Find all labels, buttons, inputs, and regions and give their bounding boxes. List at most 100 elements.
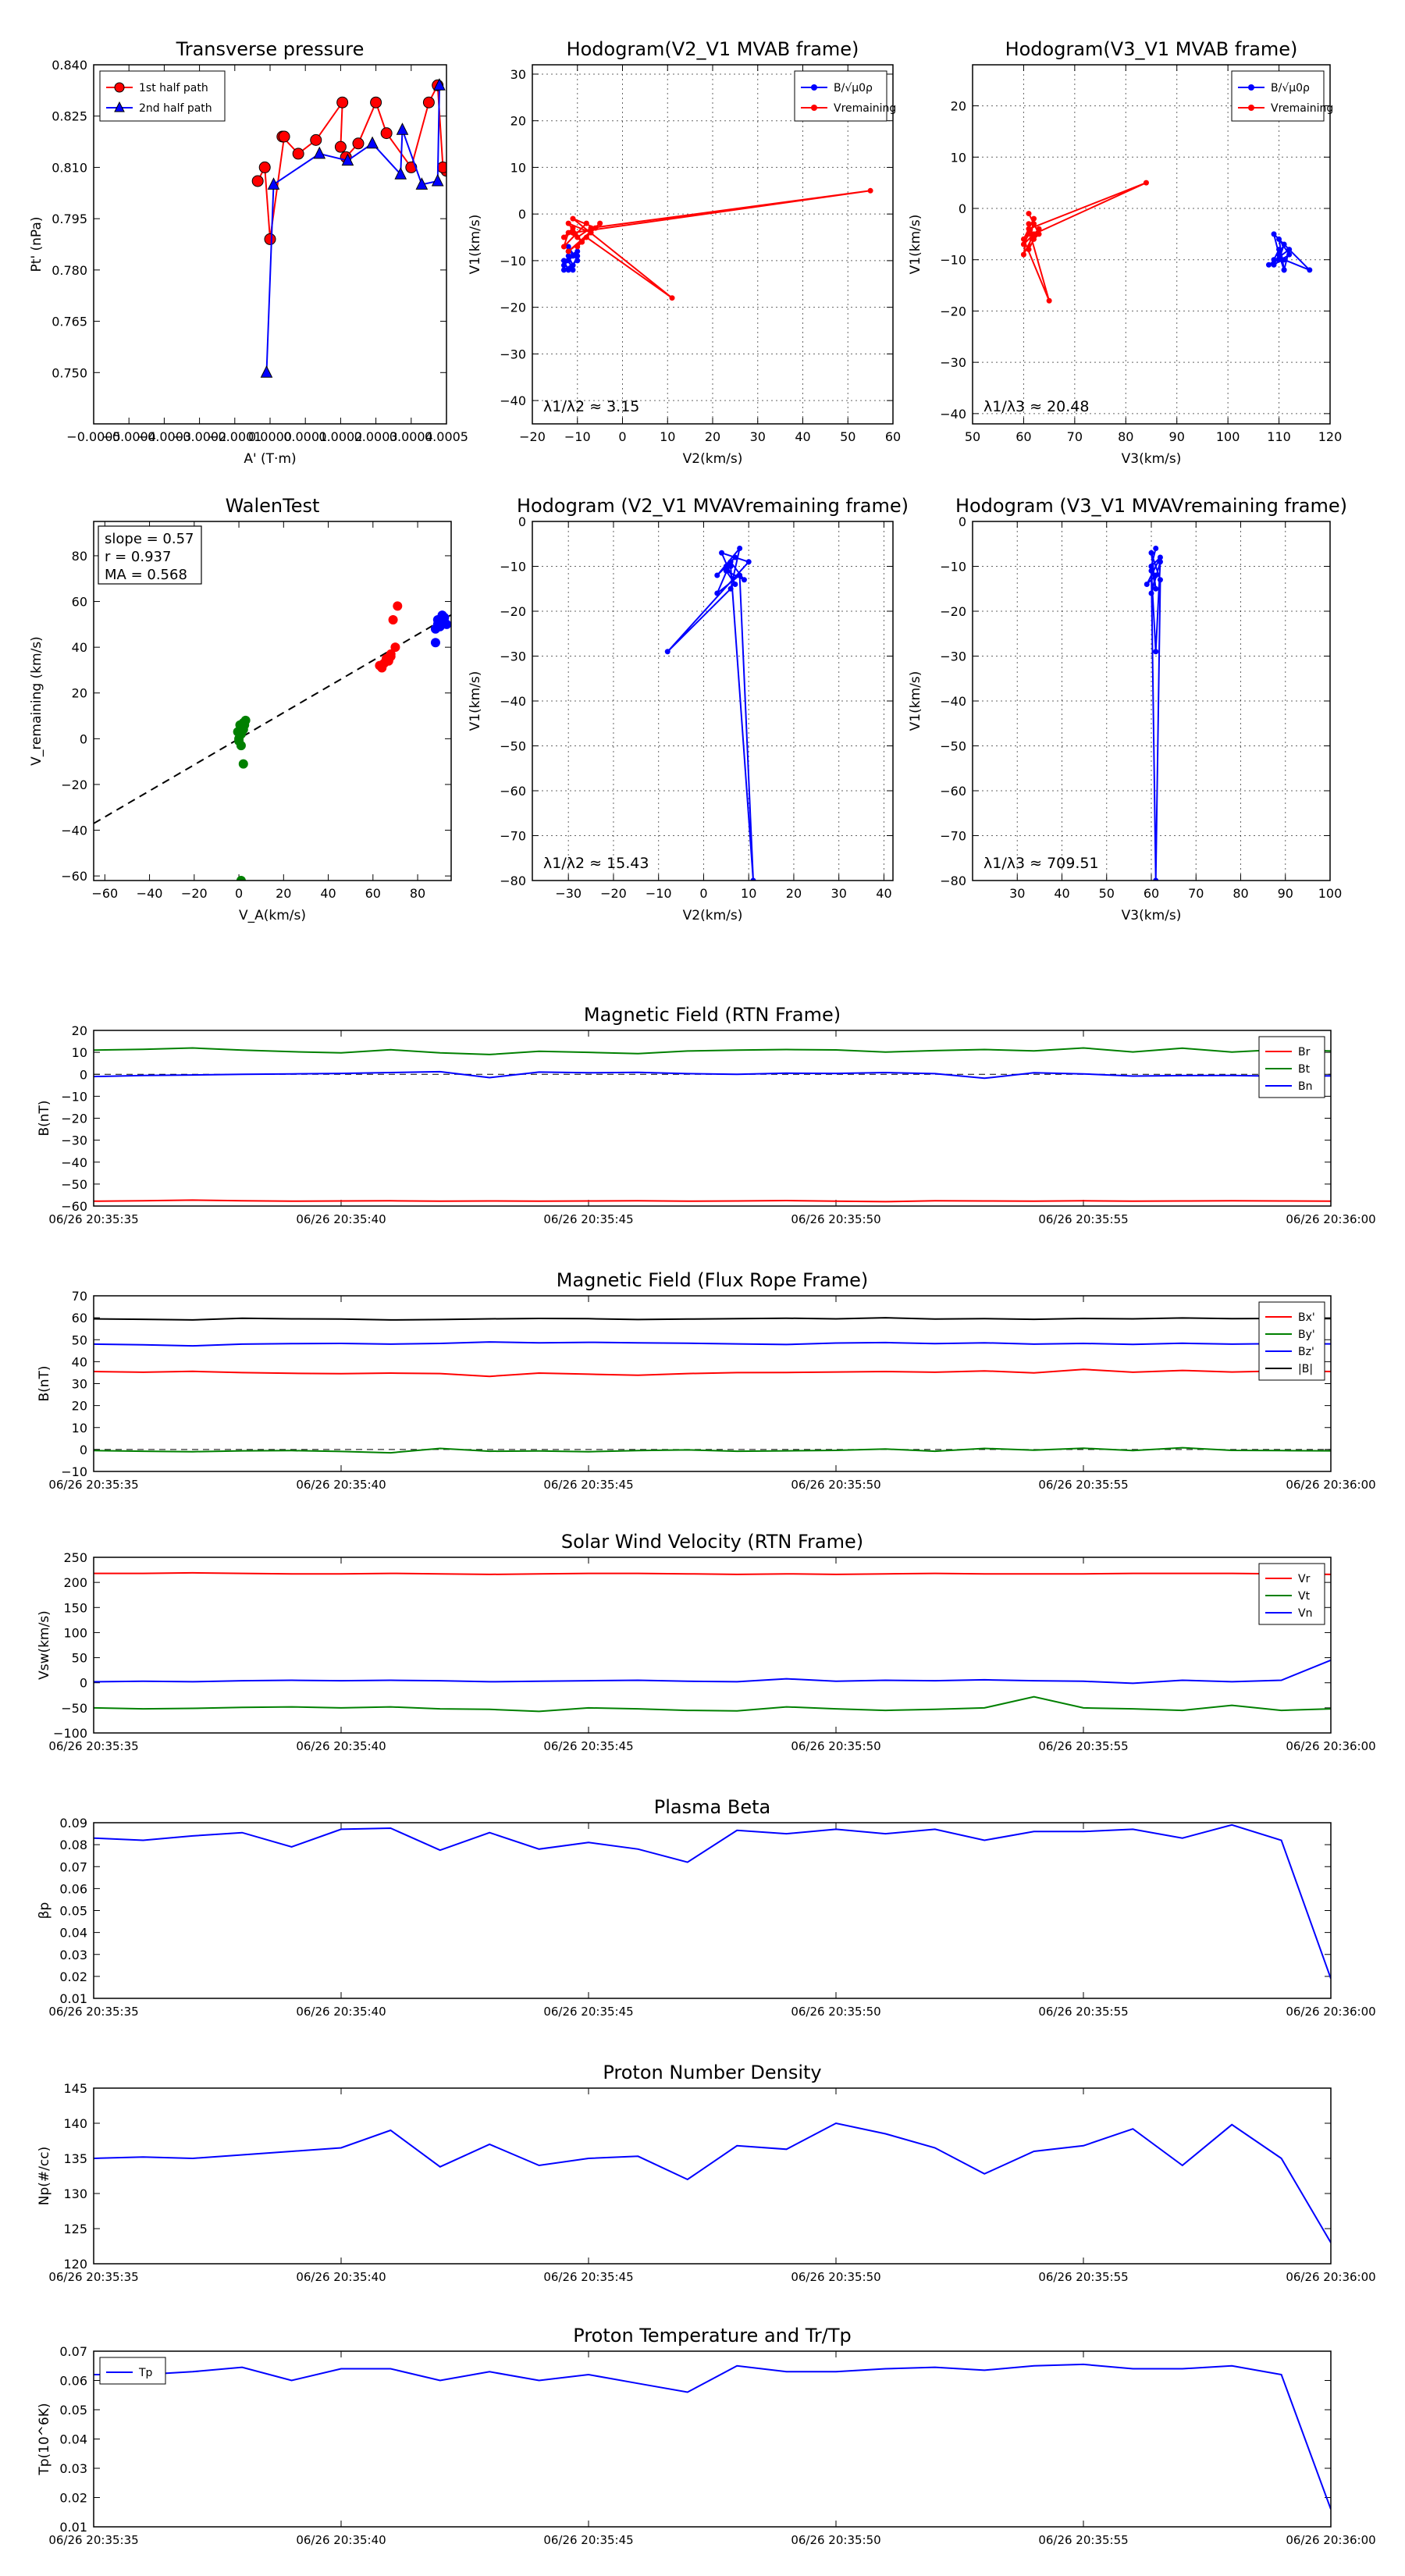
x-tick-label: 06/26 20:35:35 xyxy=(48,2270,138,2284)
data-point xyxy=(727,564,734,569)
x-tick-label: −10 xyxy=(646,886,672,901)
fit-line xyxy=(94,614,451,824)
series-group xyxy=(560,187,873,301)
x-tick-label: −30 xyxy=(555,886,582,901)
x-tick-label: 06/26 20:36:00 xyxy=(1286,1478,1375,1492)
plot-frame xyxy=(93,521,452,881)
x-tick-label: −0.0002 xyxy=(173,429,226,444)
chart-title: Hodogram(V2_V1 MVAB frame) xyxy=(567,38,859,60)
x-tick-label: 50 xyxy=(1099,886,1115,901)
chart-title: Transverse pressure xyxy=(176,38,365,60)
y-tick-label: 0 xyxy=(959,514,966,529)
x-tick-label: 06/26 20:35:55 xyxy=(1038,2270,1128,2284)
y-tick-label: 0.07 xyxy=(59,1859,87,1874)
data-point xyxy=(260,365,273,378)
legend-label: Br xyxy=(1298,1046,1311,1059)
x-tick-label: 90 xyxy=(1169,429,1185,444)
legend-box xyxy=(794,70,887,122)
x-tick-label: 80 xyxy=(1118,429,1133,444)
x-tick-label: 0 xyxy=(618,429,626,444)
y-tick-label: 80 xyxy=(72,549,87,564)
series-group xyxy=(94,1317,1331,1454)
y-tick-label: 0.09 xyxy=(59,1816,87,1831)
y-tick-label: 20 xyxy=(72,686,87,701)
y-tick-label: 0.03 xyxy=(59,2461,87,2476)
plot-frame xyxy=(93,1295,1332,1472)
data-point xyxy=(393,601,403,611)
legend-label: Vremaining xyxy=(834,102,896,115)
x-tick-label: 06/26 20:35:40 xyxy=(296,1212,386,1226)
y-axis-label: B(nT) xyxy=(37,1100,52,1136)
y-axis-label: V1(km/s) xyxy=(908,671,923,731)
panel-1: −20 −10 0 10 20 30 40 50 60 −40 −30 −20 −10 0 10 20 30 Ho… xyxy=(468,38,901,467)
legend-label: Tp xyxy=(138,2367,153,2379)
data-point xyxy=(745,559,752,565)
data-point xyxy=(439,617,450,627)
x-tick-label: 06/26 20:35:35 xyxy=(48,1212,138,1226)
legend-marker xyxy=(1248,84,1254,91)
legend-marker xyxy=(811,105,817,111)
data-point xyxy=(574,244,581,250)
data-point xyxy=(1036,226,1042,232)
y-tick-label: −30 xyxy=(61,1133,87,1148)
data-point xyxy=(292,148,304,160)
data-point xyxy=(1026,221,1032,227)
data-point xyxy=(867,187,873,194)
y-tick-label: 0 xyxy=(80,1676,87,1691)
x-tick-label: 100 xyxy=(1216,429,1240,444)
legend-marker xyxy=(114,101,125,112)
x-tick-label: 10 xyxy=(660,429,675,444)
legend-label: Bx' xyxy=(1298,1311,1315,1324)
data-point xyxy=(714,590,720,596)
data-point xyxy=(1286,251,1293,258)
x-tick-label: 100 xyxy=(1318,886,1343,901)
y-tick-label: 0 xyxy=(518,514,526,529)
data-point xyxy=(390,642,400,653)
y-tick-label: 40 xyxy=(72,640,87,655)
data-point xyxy=(430,638,440,648)
y-tick-label: 0.03 xyxy=(59,1948,87,1962)
data-point xyxy=(234,736,244,746)
panel-9: 06/26 20:35:35 06/26 20:35:40 06/26 20:35:… xyxy=(37,1796,1376,2019)
x-tick-label: 30 xyxy=(831,886,847,901)
data-point xyxy=(1143,180,1149,186)
x-tick-label: 0.0003 xyxy=(354,429,398,444)
x-axis-label: V2(km/s) xyxy=(683,908,743,923)
data-point xyxy=(1020,251,1026,258)
stats-box xyxy=(98,525,202,585)
data-point xyxy=(1153,585,1159,592)
data-point xyxy=(1281,241,1287,247)
data-point xyxy=(669,295,675,301)
data-point xyxy=(1307,267,1313,273)
y-tick-label: 0 xyxy=(80,1067,87,1082)
x-tick-label: −60 xyxy=(91,886,118,901)
x-tick-label: 06/26 20:35:45 xyxy=(543,1478,633,1492)
chart-title: Proton Number Density xyxy=(603,2062,821,2083)
data-point xyxy=(719,550,725,556)
y-tick-label: 100 xyxy=(63,1625,87,1640)
y-axis-label: Pt' (nPa) xyxy=(29,217,44,272)
series-line-Vremaining xyxy=(563,190,871,299)
data-point xyxy=(1020,241,1026,247)
series-group xyxy=(94,1047,1331,1203)
y-tick-label: 60 xyxy=(72,1311,87,1325)
chart-title: Plasma Beta xyxy=(654,1796,770,1818)
y-axis-label: V1(km/s) xyxy=(468,671,483,731)
y-tick-label: 0.825 xyxy=(52,109,87,124)
data-point xyxy=(251,175,264,187)
y-tick-label: 135 xyxy=(63,2151,87,2166)
y-tick-label: 0.05 xyxy=(59,2403,87,2418)
x-tick-label: 06/26 20:35:50 xyxy=(791,2533,880,2547)
y-tick-label: −40 xyxy=(61,1155,87,1170)
series-group xyxy=(94,2122,1331,2243)
x-tick-label: 06/26 20:35:35 xyxy=(48,1739,138,1753)
y-tick-label: 0.840 xyxy=(52,58,87,73)
data-point xyxy=(737,546,743,551)
data-point xyxy=(386,649,396,659)
chart-title: Magnetic Field (RTN Frame) xyxy=(584,1004,841,1026)
data-point xyxy=(341,153,354,166)
y-tick-label: −30 xyxy=(500,649,526,664)
data-point xyxy=(313,146,326,159)
y-tick-label: −60 xyxy=(61,869,87,884)
data-point xyxy=(1276,236,1282,242)
